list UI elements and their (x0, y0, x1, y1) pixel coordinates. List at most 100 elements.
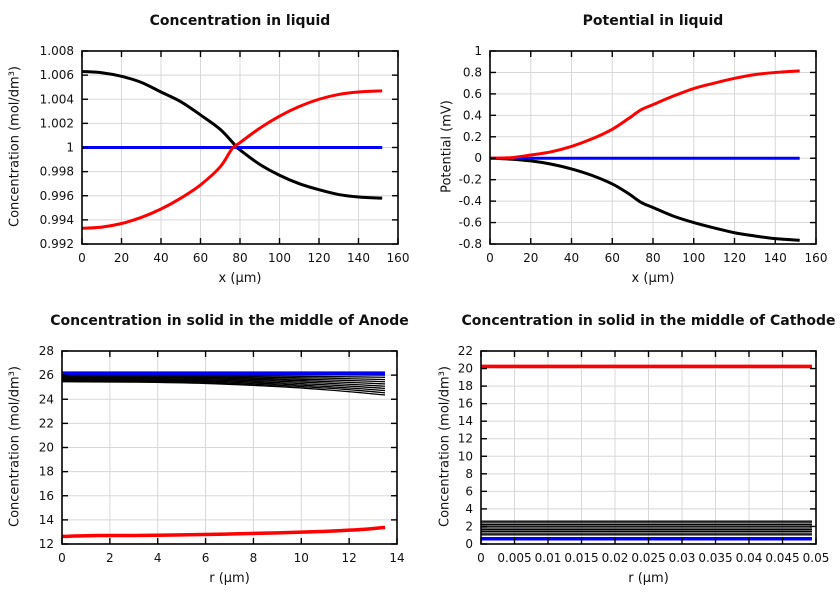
y-tick-label: 12 (458, 432, 473, 446)
y-tick-label: 0.996 (40, 189, 74, 203)
x-tick-label: 0 (58, 551, 66, 565)
x-tick-label: 140 (347, 251, 370, 265)
x-tick-label: 80 (645, 251, 660, 265)
x-tick-label: 100 (268, 251, 291, 265)
x-tick-label: 0.03 (669, 551, 696, 565)
plot-area: 0 20 40 60 80 100 120 140 160 0.992 0.994 0.996 0.99… (40, 44, 410, 265)
x-tick-label: 0.01 (535, 551, 562, 565)
x-tick-label: 60 (605, 251, 620, 265)
x-tick-label: 100 (682, 251, 705, 265)
plot-title: Concentration in liquid (149, 13, 331, 29)
y-tick-label: 8 (465, 467, 473, 481)
x-tick-label: 160 (387, 251, 410, 265)
x-tick-label: 0.015 (564, 551, 598, 565)
y-tick-label: 12 (39, 537, 54, 551)
y-tick-label: 0.2 (463, 130, 482, 144)
subplot-concentration-solid-anode: Concentration in solid in the middle of … (0, 300, 420, 600)
subplot-concentration-in-liquid: Concentration in liquid Concentration (m… (0, 0, 420, 300)
x-tick-label: 20 (114, 251, 129, 265)
subplot-potential-in-liquid: Potential in liquid Potential (mV) x (μm… (420, 0, 840, 300)
x-axis-label: r (μm) (209, 571, 250, 586)
y-tick-label: -0.2 (459, 173, 482, 187)
y-tick-label: 0 (474, 151, 482, 165)
series-black-t7 (61, 376, 386, 383)
x-tick-label: 120 (723, 251, 746, 265)
series-black-t2 (61, 380, 386, 394)
plot-title: Concentration in solid in the middle of … (50, 313, 409, 329)
y-tick-label: 0.8 (463, 65, 482, 79)
y-tick-label: 1.008 (40, 44, 74, 58)
x-tick-label: 0.05 (803, 551, 830, 565)
x-tick-label: 0 (78, 251, 86, 265)
plot-area: 0 20 40 60 80 100 120 140 160 -0.8 -0.6 -0.4 -0.2 0 0.… (459, 44, 828, 265)
x-tick-label: 40 (153, 251, 168, 265)
x-tick-label: 0.045 (765, 551, 799, 565)
x-tick-label: 0.025 (631, 551, 665, 565)
y-tick-label: -0.8 (459, 237, 482, 251)
plot-title: Potential in liquid (582, 13, 724, 29)
x-tick-label: 4 (154, 551, 162, 565)
series-black (489, 156, 800, 242)
y-tick-label: 20 (458, 362, 473, 376)
plot-title: Concentration in solid in the middle of … (461, 313, 836, 329)
axes-box (480, 350, 817, 545)
y-tick-label: 1.002 (40, 116, 74, 130)
x-tick-label: 120 (308, 251, 331, 265)
x-axis-label: x (μm) (631, 271, 675, 286)
y-tick-label: 6 (465, 484, 473, 498)
y-tick-label: 16 (458, 397, 473, 411)
axes-box (489, 50, 817, 245)
subplot-concentration-solid-cathode: Concentration in solid in the middle of … (420, 300, 840, 600)
series-black-t9 (61, 374, 386, 378)
series-black-t8 (61, 375, 386, 381)
x-tick-label: 10 (294, 551, 309, 565)
x-tick-label: 12 (341, 551, 356, 565)
series-black-t6 (61, 377, 386, 385)
x-tick-label: 0.04 (736, 551, 763, 565)
x-tick-label: 60 (193, 251, 208, 265)
series-red (61, 525, 386, 539)
series-black-t5 (61, 377, 386, 387)
y-tick-label: 14 (39, 513, 54, 527)
series-black-t1 (61, 381, 386, 396)
y-tick-label: 0.4 (463, 108, 482, 122)
y-tick-label: 0.992 (40, 237, 74, 251)
series-black (81, 70, 383, 200)
y-tick-label: -0.6 (459, 216, 482, 230)
x-axis-label: r (μm) (628, 571, 669, 586)
y-tick-label: 18 (458, 379, 473, 393)
y-tick-label: 0.6 (463, 87, 482, 101)
y-tick-label: 1 (66, 141, 74, 155)
series-red (81, 89, 383, 230)
y-tick-label: 16 (39, 489, 54, 503)
x-tick-label: 2 (106, 551, 114, 565)
x-tick-label: 0 (477, 551, 485, 565)
y-tick-label: 10 (458, 449, 473, 463)
x-tick-label: 0.035 (698, 551, 732, 565)
y-tick-label: 1.004 (40, 92, 74, 106)
axes-box (61, 350, 398, 545)
y-tick-label: 26 (39, 368, 54, 382)
y-tick-label: 1.006 (40, 68, 74, 82)
y-tick-label: 20 (39, 441, 54, 455)
series-black-t3 (61, 379, 386, 392)
x-tick-label: 80 (232, 251, 247, 265)
axes-box (81, 50, 399, 245)
y-tick-label: 24 (39, 392, 54, 406)
x-tick-label: 14 (389, 551, 404, 565)
x-tick-label: 0.005 (497, 551, 531, 565)
x-tick-label: 140 (764, 251, 787, 265)
y-tick-label: 0 (465, 537, 473, 551)
y-tick-label: 1 (474, 44, 482, 58)
y-tick-label: 22 (458, 344, 473, 358)
x-tick-label: 40 (564, 251, 579, 265)
y-tick-label: 22 (39, 416, 54, 430)
y-tick-label: 14 (458, 414, 473, 428)
y-tick-label: 18 (39, 465, 54, 479)
y-tick-label: 28 (39, 344, 54, 358)
y-tick-label: 0.994 (40, 213, 74, 227)
series-red (489, 69, 800, 160)
x-tick-label: 0 (486, 251, 494, 265)
